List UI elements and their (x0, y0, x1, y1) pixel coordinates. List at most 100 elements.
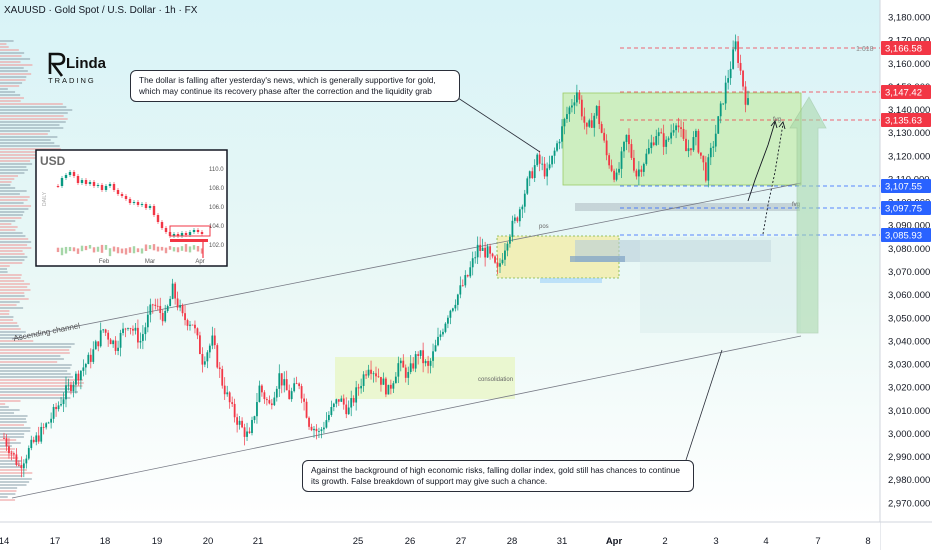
volume-profile-bar (0, 76, 27, 78)
candle (236, 413, 239, 433)
candle (15, 448, 18, 467)
candle (504, 243, 506, 266)
candle (499, 258, 501, 273)
inset-title: USD (40, 154, 66, 168)
volume-profile-bar (0, 388, 71, 390)
candle (228, 391, 231, 409)
volume-profile-bar (0, 400, 21, 402)
volume-profile-bar (0, 79, 26, 81)
volume-profile-bar (0, 145, 60, 147)
time-axis[interactable]: 14 17 18 19 20 21 25 26 27 28 31 Apr 2 3 4 7 8 (0, 536, 871, 547)
level-tag: 3,085.93 (881, 228, 931, 242)
level-tag-text: 3,097.75 (885, 204, 922, 215)
inset-volume-bar (72, 247, 76, 252)
candle (523, 189, 526, 213)
level-tag-text: 3,166.58 (885, 44, 922, 55)
candle (650, 134, 653, 154)
inset-candle (192, 228, 196, 250)
candle (290, 387, 293, 402)
volume-profile-bar (0, 214, 23, 216)
candle (447, 315, 449, 329)
candle (518, 206, 521, 227)
volume-profile-bar (0, 106, 67, 108)
price-tick-label: 2,970.000 (888, 498, 930, 509)
candle (422, 342, 425, 373)
projection-arrowhead-dotted (778, 121, 786, 130)
volume-profile-bar (0, 385, 83, 387)
candle (717, 115, 720, 134)
candle (340, 395, 343, 403)
time-tick-label: 25 (353, 536, 364, 547)
candle (600, 121, 603, 134)
inset-volume-bar (116, 247, 120, 254)
candle (221, 365, 224, 389)
consolidation-label: consolidation (478, 377, 513, 383)
candle (513, 214, 516, 224)
volume-profile-bar (0, 157, 70, 159)
volume-profile-bar (0, 367, 71, 369)
volume-profile-bar (0, 358, 64, 360)
price-tick-label: 3,050.000 (888, 313, 930, 324)
inset-volume-bar (164, 247, 168, 254)
volume-profile-bar (0, 163, 33, 165)
volume-profile-bar (0, 409, 20, 411)
volume-profile-bar (0, 94, 21, 96)
volume-profile-bar (0, 220, 16, 222)
volume-profile-bar (0, 166, 27, 168)
candle (137, 319, 139, 349)
inset-volume-bar (184, 244, 188, 252)
candle (409, 355, 412, 375)
candle (742, 69, 744, 91)
candle (355, 380, 358, 411)
volume-profile-bar (0, 298, 29, 300)
candle (231, 396, 234, 407)
volume-profile-bar (0, 499, 16, 501)
candle (92, 341, 95, 365)
candle (690, 148, 692, 156)
level-tags: 3,166.58 3,147.42 3,135.63 3,107.55 3,097.75… (881, 41, 931, 242)
inset-candle (164, 226, 168, 254)
candle (464, 270, 467, 288)
volume-profile-bar (0, 40, 14, 42)
candle (385, 376, 387, 398)
candle (189, 320, 191, 331)
volume-profile-bar (0, 202, 24, 204)
candle (506, 241, 509, 257)
volume-profile-bar (0, 67, 24, 69)
candle (633, 149, 635, 173)
inset-x-tick: Apr (195, 259, 204, 265)
candle (335, 398, 338, 408)
candle (139, 332, 142, 349)
candle (538, 150, 541, 172)
volume-profile-bar (0, 181, 12, 183)
candle (481, 238, 484, 252)
candle (146, 306, 149, 333)
candle (657, 127, 660, 145)
candle (5, 434, 8, 451)
level-tag: 3,107.55 (881, 179, 931, 193)
candle (72, 381, 75, 398)
level-tag: 3,097.75 (881, 201, 931, 215)
candle (226, 385, 229, 397)
candle (300, 383, 303, 404)
candle (65, 376, 67, 408)
inset-volume-bar (136, 248, 140, 253)
candle (303, 393, 305, 411)
price-tick-label: 3,040.000 (888, 336, 930, 347)
candle (722, 103, 725, 106)
inset-volume-bar (112, 246, 116, 252)
volume-profile-bar (0, 289, 31, 291)
candle (179, 299, 181, 312)
candle (613, 168, 615, 183)
candle (241, 417, 243, 429)
fvg-label-lower: fvg (792, 202, 800, 208)
inset-candle (88, 180, 92, 249)
volume-profile-bar (0, 316, 14, 318)
inset-volume-bar (200, 248, 204, 254)
volume-profile-bar (0, 265, 10, 267)
candle (712, 141, 715, 158)
candle (102, 328, 105, 333)
candle (161, 309, 164, 326)
volume-profile-bar (0, 178, 15, 180)
volume-profile-bar (0, 472, 33, 474)
